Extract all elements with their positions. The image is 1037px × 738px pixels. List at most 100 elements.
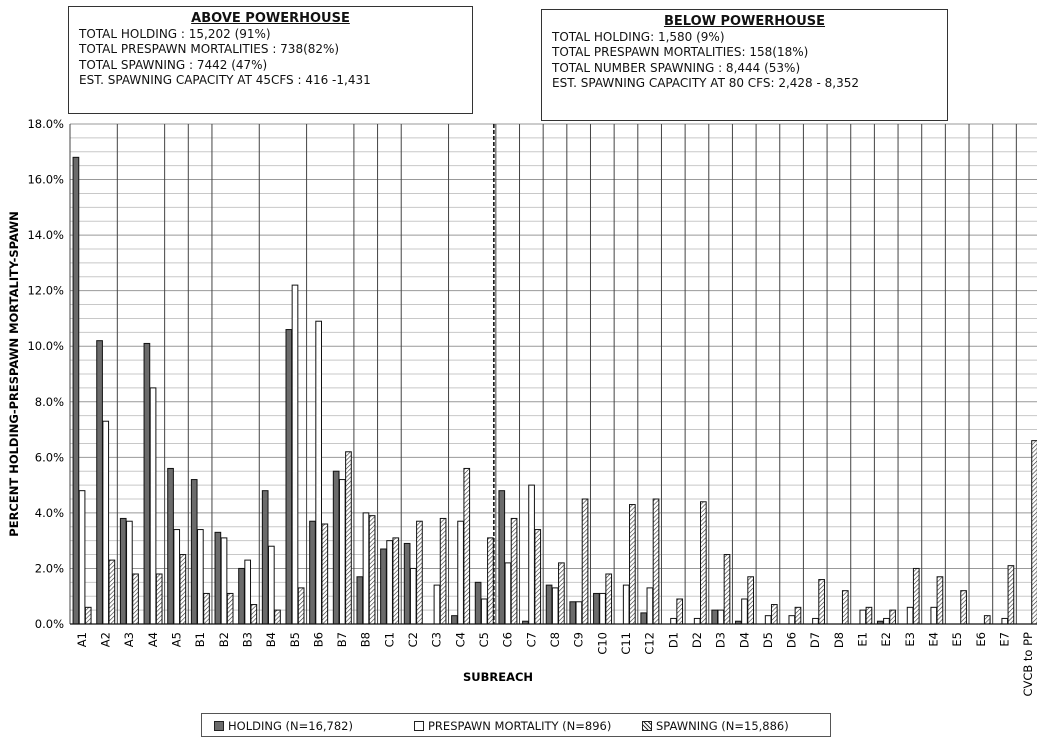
bar-spawning-a2 <box>108 559 116 625</box>
below-line: TOTAL HOLDING: 1,580 (9%) <box>552 29 725 44</box>
bar-spawning-e4 <box>936 576 944 625</box>
bar-prespawn-c3 <box>433 584 441 625</box>
bar-spawning-c6 <box>510 517 518 625</box>
bar-spawning-d3 <box>723 554 731 625</box>
x-tick-label: B7 <box>335 632 349 647</box>
bar-prespawn-a1 <box>78 490 86 625</box>
x-tick-label: C12 <box>643 632 657 655</box>
x-tick-label: A2 <box>98 632 112 647</box>
bar-prespawn-e3 <box>906 606 914 625</box>
legend: HOLDING (N=16,782) PRESPAWN MORTALITY (N… <box>201 713 831 737</box>
bar-holding-d3 <box>711 609 719 625</box>
legend-prespawn-label: PRESPAWN MORTALITY (N=896) <box>428 719 612 733</box>
bar-spawning-b7 <box>345 451 352 625</box>
bar-spawning-e5 <box>960 590 967 625</box>
x-tick-label: C9 <box>572 632 586 647</box>
bar-holding-b8 <box>356 576 364 625</box>
bar-holding-c1 <box>380 548 387 625</box>
bar-prespawn-b8 <box>362 512 370 625</box>
x-tick-label: C7 <box>524 632 538 647</box>
bar-holding-b3 <box>238 567 245 625</box>
below-line: TOTAL NUMBER SPAWNING : 8,444 (53%) <box>552 60 801 75</box>
bar-prespawn-c4 <box>457 520 464 625</box>
bar-spawning-b3 <box>250 604 258 625</box>
bar-prespawn-e4 <box>930 606 938 625</box>
y-tick-label: 4.0% <box>35 506 64 520</box>
bar-holding-c2 <box>403 542 411 625</box>
x-tick-label: A3 <box>122 632 136 647</box>
y-tick-label: 2.0% <box>35 561 64 575</box>
bar-holding-b2 <box>214 531 222 625</box>
bar-holding-a2 <box>96 340 103 625</box>
x-tick-label: D6 <box>785 632 799 648</box>
above-line: TOTAL SPAWNING : 7442 (47%) <box>79 57 268 72</box>
below-line: TOTAL PRESPAWN MORTALITIES: 158(18%) <box>552 45 809 59</box>
bar-spawning-d2 <box>700 501 707 625</box>
below-powerhouse-box: BELOW POWERHOUSE TOTAL HOLDING: 1,580 (9… <box>541 9 948 121</box>
bar-spawning-c11 <box>629 504 636 625</box>
bar-spawning-d6 <box>794 606 802 625</box>
x-tick-label: B3 <box>240 632 254 647</box>
bar-holding-a5 <box>167 467 174 625</box>
bar-holding-c12 <box>640 612 648 625</box>
x-tick-label: B8 <box>359 632 373 647</box>
group-separators <box>69 124 1017 624</box>
bar-spawning-c12 <box>652 498 660 625</box>
x-tick-label: A1 <box>75 632 89 647</box>
bar-spawning-a1 <box>84 606 92 625</box>
bar-prespawn-c11 <box>622 584 630 625</box>
above-line: TOTAL HOLDING : 15,202 (91%) <box>79 26 271 41</box>
legend-spawning-swatch <box>642 721 652 731</box>
bar-spawning-a4 <box>155 573 163 625</box>
bar-holding-c5 <box>474 581 482 625</box>
bar-prespawn-e7 <box>1001 617 1009 625</box>
x-tick-label: D1 <box>666 632 680 648</box>
legend-prespawn-swatch <box>414 721 424 731</box>
x-tick-label: E5 <box>950 632 964 647</box>
above-powerhouse-heading: ABOVE POWERHOUSE <box>191 11 350 26</box>
bar-prespawn-d6 <box>788 615 796 625</box>
x-axis-label: SUBREACH <box>463 670 533 684</box>
bar-spawning-a3 <box>132 573 139 625</box>
bar-spawning-d8 <box>841 590 849 625</box>
grid-lines <box>70 123 1037 625</box>
x-tick-label: B4 <box>264 632 278 647</box>
bar-prespawn-c1 <box>386 540 393 625</box>
y-tick-label: 0.0% <box>35 617 64 631</box>
bar-holding-c6 <box>498 490 506 625</box>
bar-spawning-c8 <box>558 562 565 625</box>
y-tick-label: 8.0% <box>35 395 64 409</box>
bar-holding-b5 <box>285 329 293 625</box>
bar-prespawn-b3 <box>244 559 252 625</box>
x-tick-label: D4 <box>737 632 751 648</box>
x-tick-label: D5 <box>761 632 775 648</box>
bar-spawning-e1 <box>865 606 873 625</box>
bar-spawning-d4 <box>747 576 754 625</box>
bar-prespawn-b5 <box>291 284 299 625</box>
bar-spawning-e3 <box>912 567 920 625</box>
bar-holding-c9 <box>569 601 577 625</box>
above-powerhouse-box: ABOVE POWERHOUSE TOTAL HOLDING : 15,202 … <box>68 6 473 114</box>
bar-spawning-c7 <box>534 529 542 625</box>
bar-spawning-e2 <box>889 609 896 625</box>
bar-spawning-c3 <box>439 517 447 625</box>
bar-spawning-b6 <box>321 523 329 625</box>
bar-holding-a1 <box>72 156 80 625</box>
bar-spawning-c9 <box>581 498 589 625</box>
bar-holding-b7 <box>332 470 340 625</box>
x-tick-label: C2 <box>406 632 420 647</box>
x-tick-label: A4 <box>146 632 160 647</box>
bar-prespawn-d1 <box>670 617 677 625</box>
bar-spawning-e6 <box>983 615 991 625</box>
bar-holding-c8 <box>545 584 553 625</box>
below-powerhouse-heading: BELOW POWERHOUSE <box>663 14 826 29</box>
bar-holding-b6 <box>309 520 316 625</box>
y-axis-label: PERCENT HOLDING-PRESPAWN MORTALITY-SPAWN <box>7 211 21 536</box>
bar-spawning-b4 <box>274 609 281 625</box>
bar-holding-a3 <box>119 517 127 625</box>
x-tick-label: B1 <box>193 632 207 647</box>
bar-prespawn-c12 <box>646 587 654 625</box>
x-tick-label: C5 <box>477 632 491 647</box>
bar-prespawn-d3 <box>717 609 725 625</box>
y-tick-labels: 0.0% 2.0% 4.0% 6.0% 8.0% 10.0% 12.0% 14.0% 16.0%… <box>27 117 64 631</box>
